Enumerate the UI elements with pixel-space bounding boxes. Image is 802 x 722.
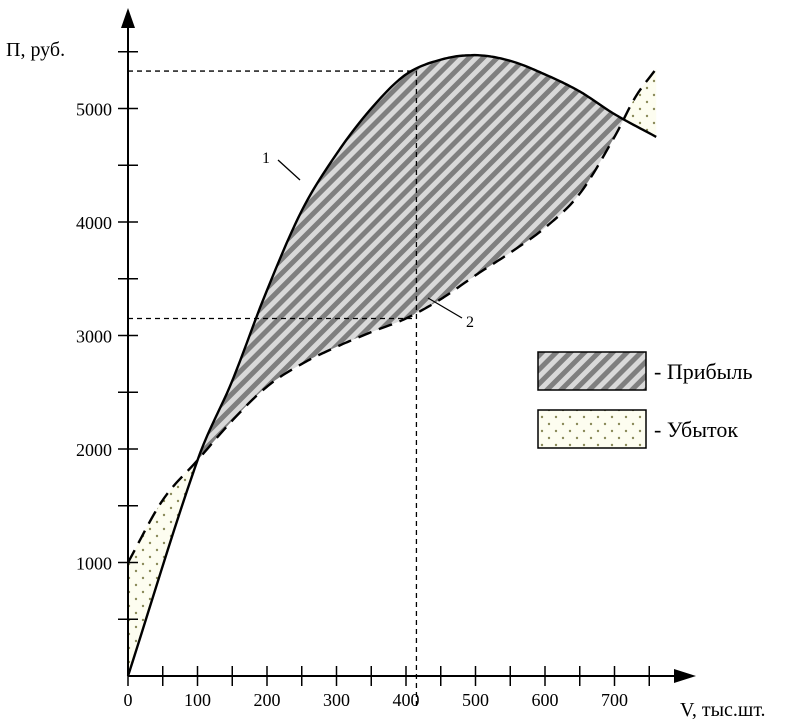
series-label-1: 1 [262,150,270,167]
y-tick-label: 3000 [76,327,112,347]
legend-swatch-profit [537,351,647,391]
series-label-1-leader [277,159,301,181]
x-tick-label: 200 [254,690,281,710]
x-tick-label: 700 [601,690,628,710]
curve-labels: 12 [262,150,474,331]
y-tick-label: 2000 [76,440,112,460]
x-tick-label: 600 [532,690,559,710]
axes: 1000 2000 3000 4000 5000 0 100 200 300 400 500 600 7… [76,8,696,710]
series-line-2 [126,68,658,564]
legend: - Прибыль - Убыток [537,351,752,449]
series-line-1 [126,53,657,677]
x-axis-arrow [674,669,696,683]
y-tick-label: 4000 [76,213,112,233]
loss-region-right [623,68,657,137]
y-axis-arrow [121,8,135,28]
x-tick-label: 400 [393,690,420,710]
series-label-2: 2 [466,314,474,331]
reference-lines [128,70,418,706]
x-tick-label: 0 [124,690,133,710]
profit-region [197,55,624,461]
legend-label-loss: - Убыток [654,417,738,442]
legend-label-profit: - Прибыль [654,359,752,384]
y-axis-label: П, руб. [6,39,65,61]
y-tick-label: 5000 [76,100,112,120]
loss-region-left [128,460,198,676]
legend-swatch-loss [537,409,647,449]
x-axis-label: V, тыс.шт. [680,699,766,721]
curves [126,53,658,677]
series-label-2-leader [427,297,463,319]
x-tick-label: 300 [323,690,350,710]
x-tick-label: 100 [184,690,211,710]
y-tick-label: 1000 [76,554,112,574]
regions [128,55,657,676]
x-tick-label: 500 [462,690,489,710]
